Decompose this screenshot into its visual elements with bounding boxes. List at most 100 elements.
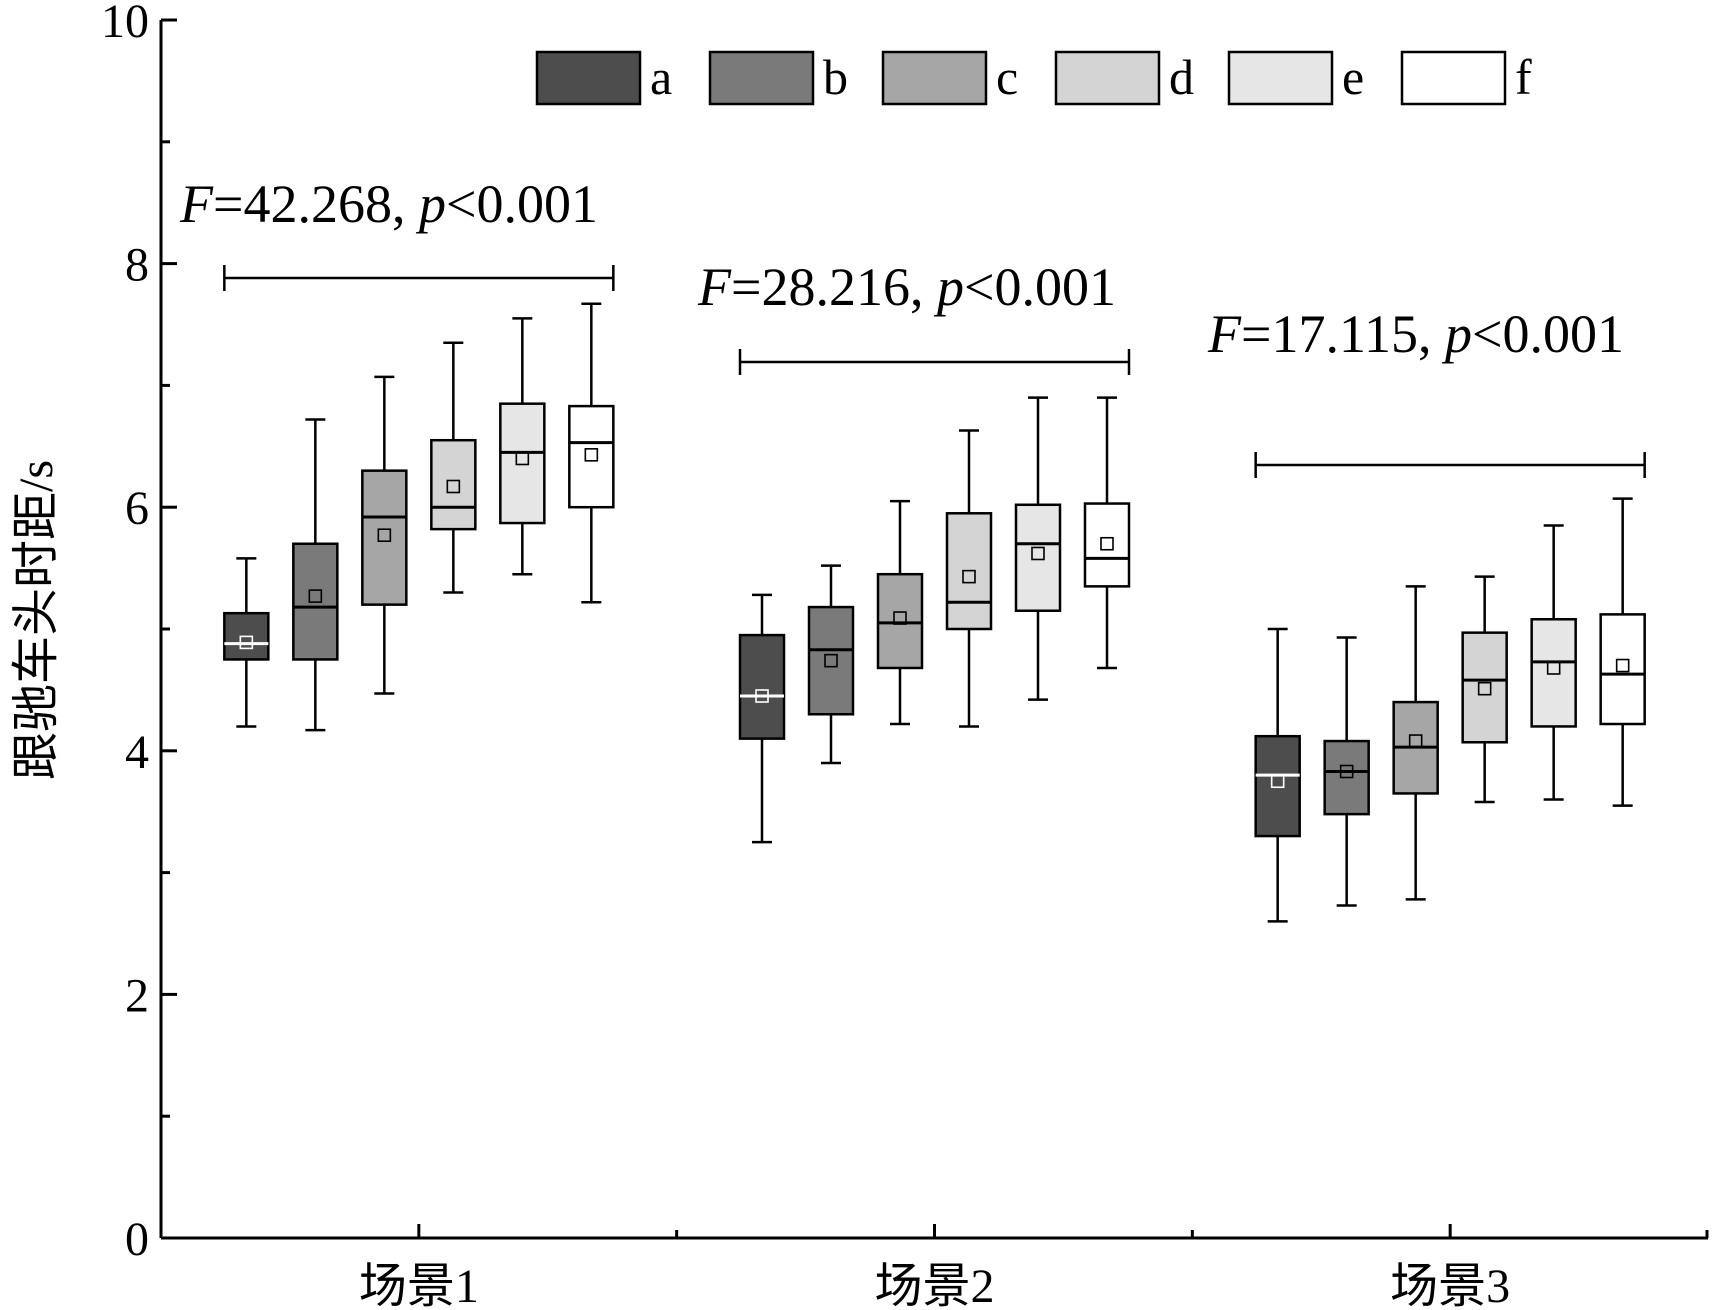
box-f	[568, 302, 615, 604]
box-e	[1530, 524, 1577, 801]
iqr-box	[292, 542, 339, 661]
box-c	[1392, 585, 1439, 901]
p-less-than: <	[964, 257, 994, 317]
iqr-box	[430, 438, 477, 531]
box-b	[292, 418, 339, 732]
legend: a b c d e f	[535, 49, 1532, 106]
mean-marker	[515, 451, 530, 466]
f-symbol: F	[697, 257, 732, 317]
mean-marker	[824, 653, 838, 668]
box-b	[1323, 636, 1370, 907]
legend-item-b: b	[708, 49, 848, 106]
p-value: 0.001	[994, 257, 1116, 317]
legend-item-d: d	[1054, 49, 1194, 106]
box-c	[876, 499, 924, 726]
box-group	[738, 396, 1131, 844]
legend-label: f	[1515, 49, 1532, 105]
iqr-box	[1083, 502, 1131, 588]
mean-marker	[446, 479, 461, 494]
mean-marker	[584, 448, 599, 462]
y-ticks: 0 2 4 6 8 10	[101, 0, 177, 1266]
legend-swatch	[1054, 50, 1161, 106]
anova-annotation: F=17.115, p<0.001	[1207, 304, 1646, 478]
mean-marker	[755, 689, 769, 703]
separator: ,	[392, 174, 419, 234]
anova-stat-text: F=28.216, p<0.001	[697, 257, 1116, 317]
box-group	[1254, 497, 1646, 923]
iqr-box	[568, 404, 615, 509]
x-tick-label: 场景2	[874, 1260, 994, 1310]
x-tick-label: 场景1	[359, 1260, 479, 1310]
iqr-box	[1014, 503, 1062, 612]
mean-marker	[377, 528, 392, 543]
anova-stat-text: F=17.115, p<0.001	[1207, 304, 1624, 364]
box-e	[499, 317, 546, 576]
box-a	[1254, 627, 1301, 923]
legend-label: b	[823, 49, 848, 105]
iqr-box	[499, 402, 546, 525]
mean-marker	[962, 569, 976, 584]
anova-stat-text: F=42.268, p<0.001	[179, 174, 598, 234]
y-tick-label: 8	[125, 239, 149, 292]
anova-annotation: F=42.268, p<0.001	[179, 174, 615, 291]
box-f	[1083, 396, 1131, 670]
p-symbol: p	[415, 174, 446, 234]
separator: ,	[910, 257, 937, 317]
p-less-than: <	[446, 174, 476, 234]
f-equals: =	[213, 174, 243, 234]
iqr-box	[361, 469, 408, 606]
p-value: 0.001	[1502, 304, 1624, 364]
box-a	[223, 557, 270, 728]
iqr-box	[876, 572, 924, 670]
legend-label: a	[650, 49, 672, 105]
y-tick-label: 0	[125, 1213, 149, 1266]
p-less-than: <	[1472, 304, 1502, 364]
mean-marker	[1270, 774, 1285, 789]
mean-marker	[893, 611, 907, 625]
legend-label: c	[996, 49, 1018, 105]
iqr-box	[738, 633, 786, 740]
box-group	[223, 302, 615, 732]
legend-swatch	[535, 50, 642, 106]
legend-swatch	[1400, 50, 1507, 106]
iqr-box	[1461, 631, 1508, 744]
mean-marker	[239, 635, 254, 650]
iqr-box	[223, 611, 270, 661]
y-axis-label: 跟驰车头时距/s	[10, 460, 63, 780]
mean-marker	[1408, 734, 1423, 748]
f-equals: =	[731, 257, 761, 317]
f-equals: =	[1241, 304, 1271, 364]
box-d	[430, 341, 477, 594]
legend-item-a: a	[535, 49, 672, 106]
mean-marker	[1477, 681, 1492, 696]
f-value: 28.216	[761, 257, 910, 317]
box-d	[1461, 575, 1508, 804]
p-symbol: p	[933, 257, 964, 317]
box-f	[1599, 497, 1646, 807]
y-tick-label: 10	[101, 0, 149, 48]
iqr-box	[1530, 618, 1577, 728]
box-groups	[223, 302, 1646, 923]
box-c	[361, 375, 408, 695]
legend-label: d	[1169, 49, 1194, 105]
y-tick-label: 4	[125, 726, 149, 779]
x-tick-label: 场景3	[1390, 1260, 1510, 1310]
mean-marker	[1031, 546, 1045, 561]
y-tick-label: 2	[125, 969, 149, 1022]
box-d	[945, 429, 993, 728]
mean-marker	[1546, 661, 1561, 675]
mean-marker	[308, 589, 323, 603]
box-b	[807, 564, 855, 765]
iqr-box	[1254, 734, 1301, 838]
f-value: 42.268	[243, 174, 392, 234]
p-value: 0.001	[476, 174, 598, 234]
iqr-box	[807, 605, 855, 716]
mean-marker	[1615, 658, 1630, 673]
box-a	[738, 593, 786, 844]
mean-marker	[1339, 764, 1354, 779]
legend-swatch	[1227, 50, 1334, 106]
legend-item-e: e	[1227, 49, 1364, 106]
box-e	[1014, 396, 1062, 701]
